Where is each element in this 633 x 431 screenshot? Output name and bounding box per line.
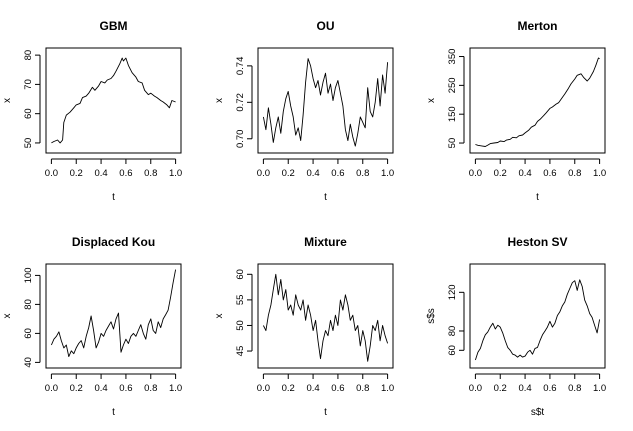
chart-panel: GBM 0.0 0.2 0.4 0.6 0.8 1.0 50 60 70 80 t x — [2, 19, 182, 203]
y-tick-label: 40 — [23, 357, 34, 368]
x-axis-label: t — [112, 192, 115, 203]
series-line — [475, 57, 600, 147]
x-tick-label: 0.2 — [282, 383, 295, 394]
x-tick-label: 0.0 — [45, 168, 58, 179]
series-line — [262, 273, 389, 362]
x-tick-label: 0.6 — [543, 168, 556, 179]
chart-title: Merton — [518, 19, 558, 33]
x-tick-label: 0.0 — [45, 383, 58, 394]
x-tick-label: 1.0 — [593, 168, 606, 179]
y-tick-label: 55 — [235, 295, 246, 306]
y-tick-label: 250 — [447, 77, 458, 93]
y-axis-label: x — [214, 98, 225, 103]
x-tick-label: 0.2 — [70, 383, 83, 394]
x-tick-label: 0.2 — [494, 168, 507, 179]
x-axis-label: t — [324, 407, 327, 418]
plot-frame — [257, 47, 394, 154]
y-axis-label: s$s — [426, 308, 437, 324]
x-tick-label: 0.4 — [94, 168, 107, 179]
x-tick-label: 0.8 — [568, 383, 581, 394]
x-tick-label: 0.8 — [356, 168, 369, 179]
y-tick-label: 60 — [447, 345, 458, 356]
x-tick-label: 0.4 — [306, 168, 319, 179]
y-axis-label: x — [214, 314, 225, 319]
x-tick-label: 1.0 — [169, 168, 182, 179]
y-axis-label: x — [2, 314, 13, 319]
x-tick-label: 0.4 — [306, 383, 319, 394]
y-tick-label: 60 — [235, 269, 246, 280]
x-tick-label: 1.0 — [169, 383, 182, 394]
x-tick-label: 1.0 — [381, 168, 394, 179]
x-tick-label: 0.4 — [94, 383, 107, 394]
chart-panel: Mixture 0.0 0.2 0.4 0.6 0.8 1.0 45 50 55 60 t x — [214, 235, 394, 418]
x-tick-label: 0.8 — [144, 383, 157, 394]
series-line — [474, 279, 601, 361]
plot-frame — [257, 263, 394, 369]
x-tick-label: 0.2 — [494, 383, 507, 394]
chart-title: Displaced Kou — [72, 235, 155, 249]
x-tick-label: 0.2 — [70, 168, 83, 179]
series-line — [50, 269, 177, 358]
y-tick-label: 0.70 — [235, 130, 246, 149]
x-tick-label: 0.6 — [119, 383, 132, 394]
chart-panel: Merton 0.0 0.2 0.4 0.6 0.8 1.0 50 150 250 350 t x — [426, 19, 606, 203]
x-tick-label: 0.6 — [119, 168, 132, 179]
x-tick-label: 0.4 — [518, 168, 531, 179]
x-tick-label: 0.8 — [568, 168, 581, 179]
chart-title: Mixture — [304, 235, 347, 249]
x-tick-label: 0.6 — [331, 168, 344, 179]
chart-title: Heston SV — [507, 235, 567, 249]
x-axis-label: t — [536, 192, 539, 203]
y-axis-label: x — [2, 98, 13, 103]
y-tick-label: 150 — [447, 106, 458, 122]
y-tick-label: 50 — [23, 138, 34, 149]
chart-title: GBM — [100, 19, 128, 33]
y-tick-label: 70 — [23, 79, 34, 90]
y-tick-label: 60 — [23, 328, 34, 339]
y-tick-label: 0.74 — [235, 57, 246, 76]
y-axis-label: x — [426, 98, 437, 103]
x-axis-label: t — [324, 192, 327, 203]
x-tick-label: 0.6 — [543, 383, 556, 394]
y-tick-label: 80 — [23, 299, 34, 310]
y-tick-label: 350 — [447, 49, 458, 65]
x-axis-label: t — [112, 407, 115, 418]
x-tick-label: 0.6 — [331, 383, 344, 394]
chart-panel: OU 0.0 0.2 0.4 0.6 0.8 1.0 0.70 0.72 0.74 t x — [214, 19, 394, 203]
chart-panel: Displaced Kou 0.0 0.2 0.4 0.6 0.8 1.0 40 60 80 100… — [2, 235, 182, 418]
chart-title: OU — [317, 19, 335, 33]
chart-panel: Heston SV 0.0 0.2 0.4 0.6 0.8 1.0 60 80 120 s$t s$s — [426, 235, 606, 418]
x-tick-label: 1.0 — [593, 383, 606, 394]
y-tick-label: 0.72 — [235, 93, 246, 112]
x-tick-label: 0.4 — [518, 383, 531, 394]
x-tick-label: 0.0 — [469, 168, 482, 179]
x-tick-label: 0.0 — [257, 383, 270, 394]
y-tick-label: 50 — [447, 138, 458, 149]
y-tick-label: 60 — [23, 108, 34, 119]
x-tick-label: 1.0 — [381, 383, 394, 394]
y-tick-label: 120 — [447, 284, 458, 300]
series-line — [51, 57, 176, 144]
y-tick-label: 80 — [23, 50, 34, 61]
y-tick-label: 50 — [235, 320, 246, 331]
y-tick-label: 100 — [23, 267, 34, 283]
series-line — [262, 58, 389, 147]
y-tick-label: 45 — [235, 346, 246, 357]
plot-frame — [469, 263, 606, 369]
plot-frame — [45, 263, 182, 369]
plot-frame — [45, 47, 182, 154]
x-tick-label: 0.8 — [356, 383, 369, 394]
x-tick-label: 0.0 — [469, 383, 482, 394]
plot-frame — [469, 47, 606, 154]
y-tick-label: 80 — [447, 326, 458, 337]
x-tick-label: 0.8 — [144, 168, 157, 179]
x-axis-label: s$t — [531, 407, 545, 418]
x-tick-label: 0.2 — [282, 168, 295, 179]
x-tick-label: 0.0 — [257, 168, 270, 179]
